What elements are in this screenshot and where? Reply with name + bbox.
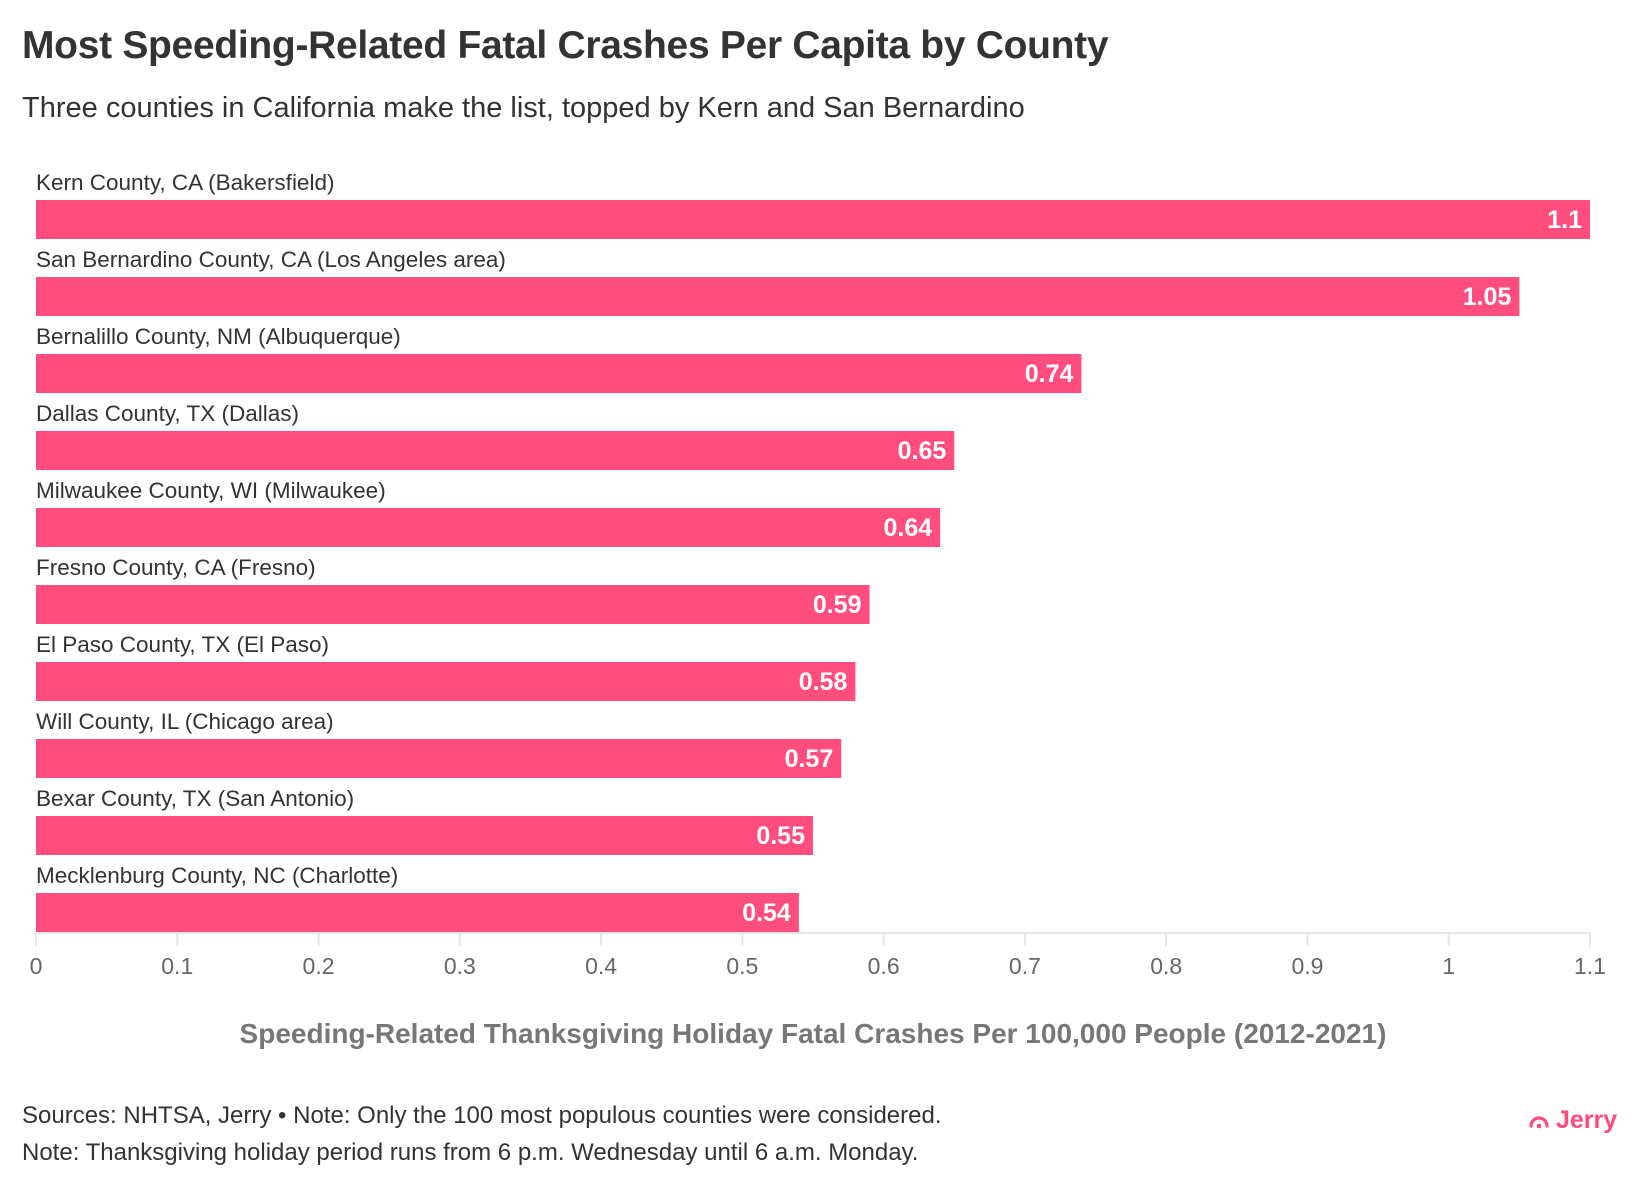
footer-note: Note: Thanksgiving holiday period runs f… xyxy=(22,1139,919,1166)
category-label: Bernalillo County, NM (Albuquerque) xyxy=(36,324,401,349)
bar xyxy=(36,739,842,778)
x-tick-label: 1.1 xyxy=(1574,953,1606,979)
chart-title: Most Speeding-Related Fatal Crashes Per … xyxy=(22,24,1109,67)
category-label: El Paso County, TX (El Paso) xyxy=(36,632,329,657)
category-label: Fresno County, CA (Fresno) xyxy=(36,555,316,580)
chart-subtitle: Three counties in California make the li… xyxy=(22,92,1025,124)
data-label: 0.65 xyxy=(898,437,947,465)
data-label: 0.54 xyxy=(742,899,791,927)
category-label: Bexar County, TX (San Antonio) xyxy=(36,786,354,811)
data-label: 0.74 xyxy=(1025,360,1074,388)
category-label: Milwaukee County, WI (Milwaukee) xyxy=(36,478,386,503)
category-label: Mecklenburg County, NC (Charlotte) xyxy=(36,863,398,888)
bar xyxy=(36,508,941,547)
bar xyxy=(36,662,856,701)
x-tick-label: 0.2 xyxy=(303,953,335,979)
data-label: 0.57 xyxy=(785,745,834,773)
bar xyxy=(36,893,799,932)
bar xyxy=(36,277,1520,316)
x-tick-label: 0.3 xyxy=(444,953,476,979)
jerry-logo-text: Jerry xyxy=(1556,1106,1618,1134)
x-tick-label: 0.5 xyxy=(726,953,758,979)
category-label: San Bernardino County, CA (Los Angeles a… xyxy=(36,247,506,272)
data-label: 0.55 xyxy=(756,822,805,850)
bar xyxy=(36,585,870,624)
category-label: Will County, IL (Chicago area) xyxy=(36,709,334,734)
jerry-logo-icon xyxy=(1529,1115,1549,1128)
category-label: Dallas County, TX (Dallas) xyxy=(36,401,299,426)
bar xyxy=(36,354,1082,393)
category-label: Kern County, CA (Bakersfield) xyxy=(36,170,334,195)
x-tick-label: 0.6 xyxy=(868,953,900,979)
bar xyxy=(36,816,813,855)
data-label: 0.64 xyxy=(883,514,932,542)
x-tick-label: 0.4 xyxy=(585,953,617,979)
x-tick-label: 0.1 xyxy=(161,953,193,979)
data-label: 0.58 xyxy=(799,668,848,696)
data-label: 1.05 xyxy=(1463,283,1512,311)
bar xyxy=(36,200,1590,239)
footer-sources: Sources: NHTSA, Jerry • Note: Only the 1… xyxy=(22,1102,942,1129)
x-tick-label: 0 xyxy=(30,953,43,979)
x-tick-label: 0.9 xyxy=(1291,953,1323,979)
x-axis-title: Speeding-Related Thanksgiving Holiday Fa… xyxy=(240,1018,1387,1049)
data-label: 1.1 xyxy=(1547,206,1582,234)
bar xyxy=(36,431,955,470)
bar-chart: Kern County, CA (Bakersfield) 1.1 San Bern… xyxy=(30,170,1606,1049)
jerry-logo: Jerry xyxy=(1528,1106,1617,1135)
data-label: 0.59 xyxy=(813,591,862,619)
x-tick-label: 1 xyxy=(1442,953,1455,979)
x-tick-label: 0.8 xyxy=(1150,953,1182,979)
x-tick-label: 0.7 xyxy=(1009,953,1041,979)
